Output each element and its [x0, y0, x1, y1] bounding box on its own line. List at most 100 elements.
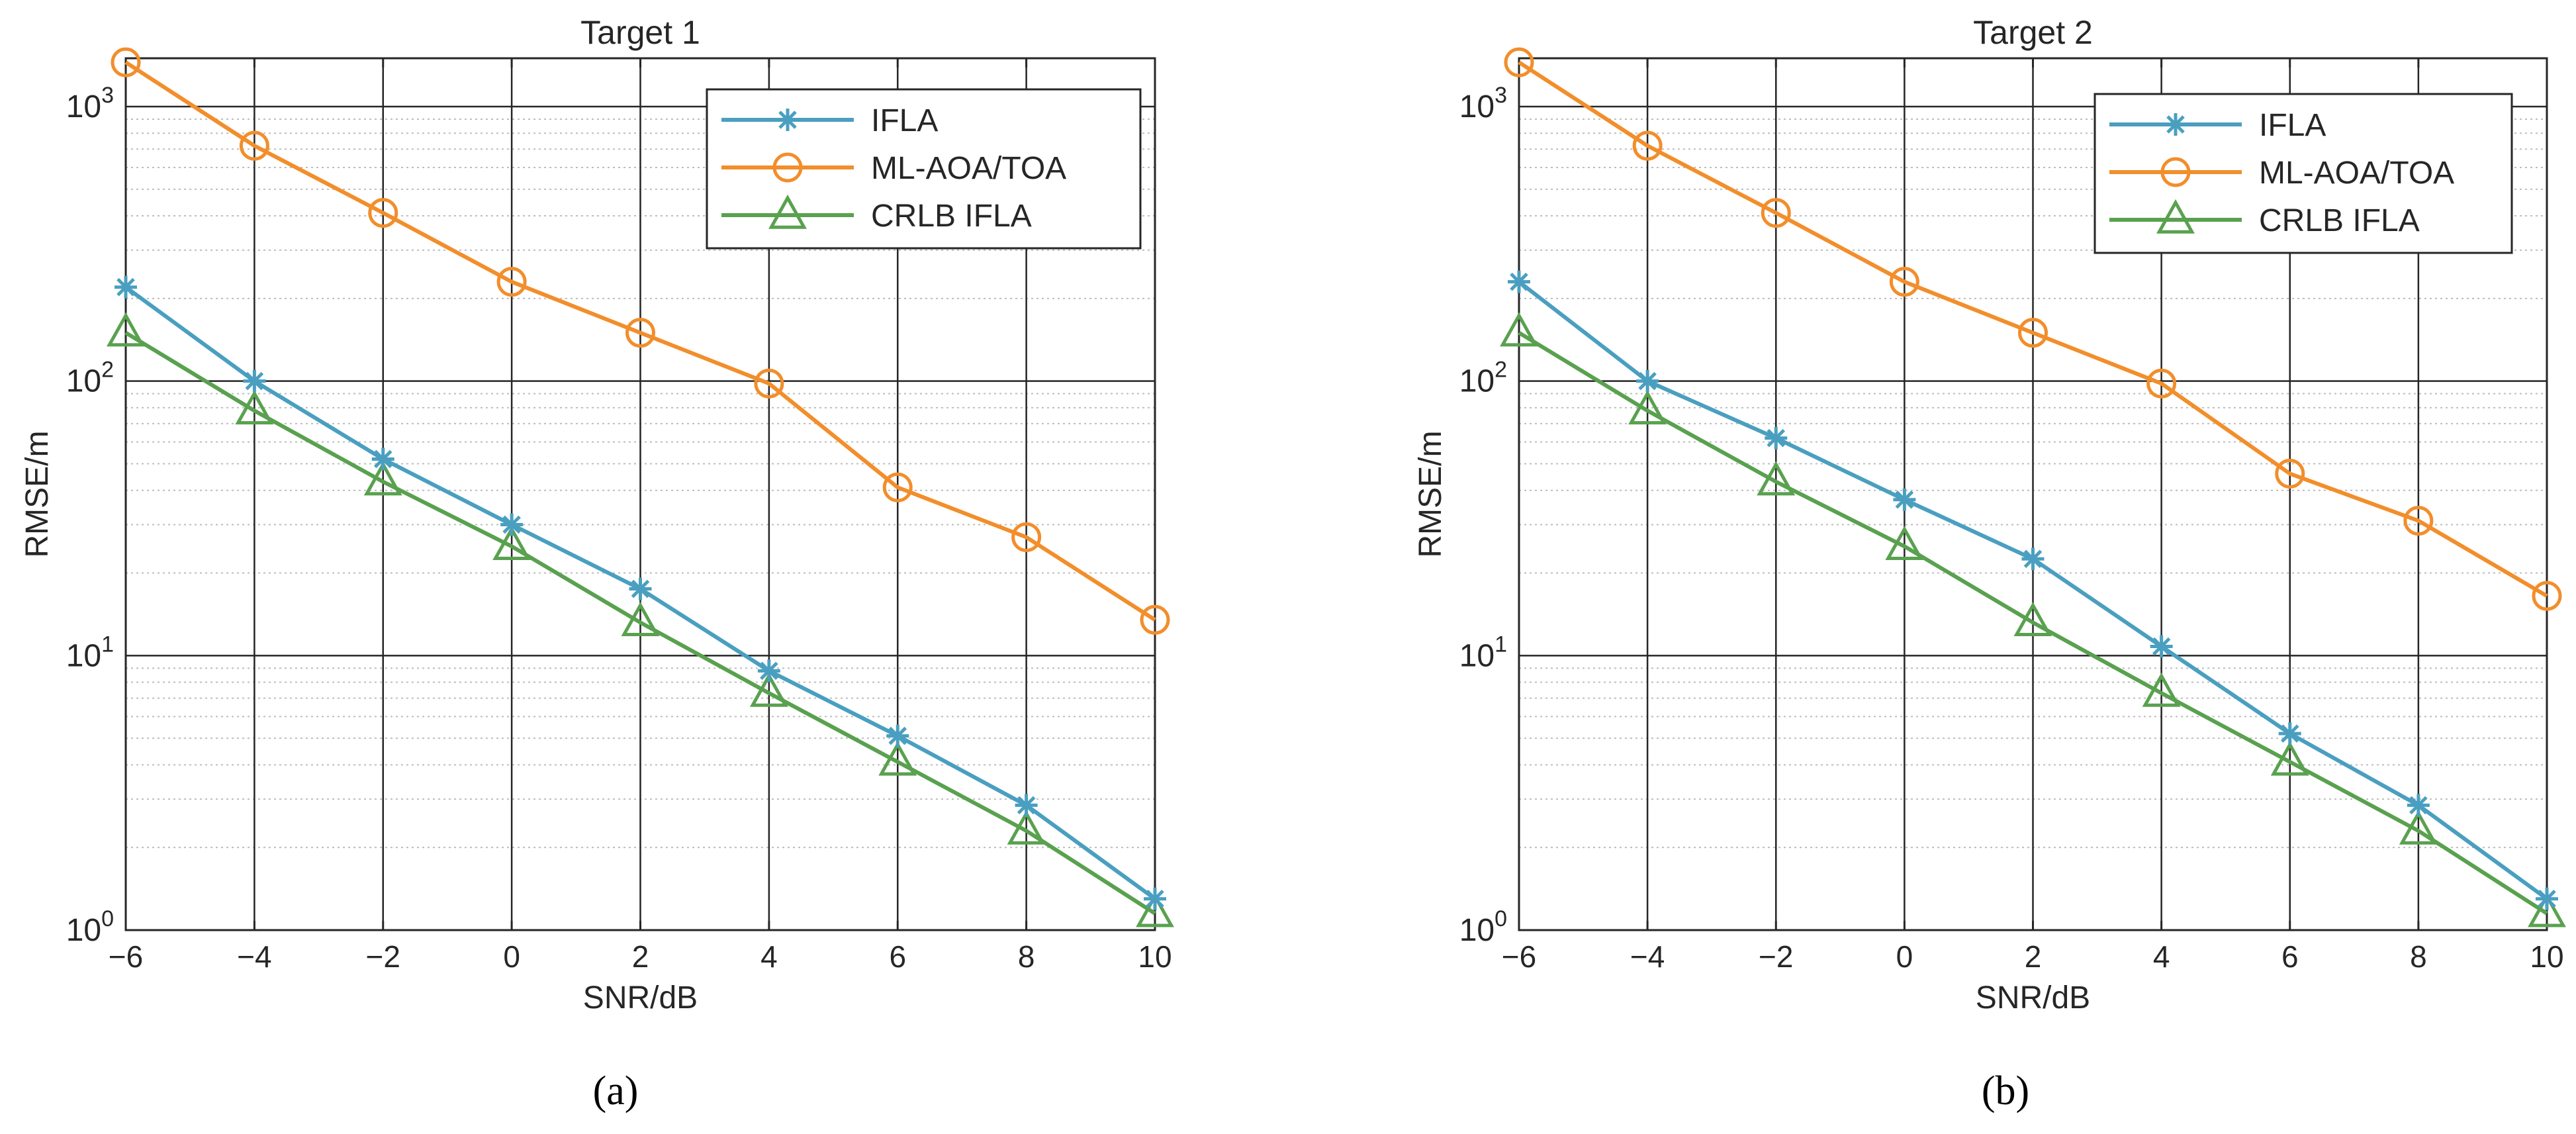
legend: IFLA ML-AOA/TOA CRLB IFLA [706, 88, 1142, 250]
y-tick-exponent: 3 [1495, 83, 1507, 108]
data-point-triangle [749, 672, 788, 707]
legend-entry: IFLA [721, 103, 938, 138]
data-point-circle [496, 267, 527, 297]
data-point-asterisk [2021, 547, 2045, 571]
data-point-asterisk [1015, 794, 1038, 817]
x-tick-label: −2 [1759, 939, 1793, 974]
x-tick-label: 0 [503, 939, 520, 974]
data-point-asterisk [1893, 488, 1916, 511]
data-point-circle [2018, 318, 2048, 348]
data-point-triangle [107, 312, 145, 347]
series-line [1518, 331, 2548, 916]
data-point-triangle [1757, 461, 1796, 496]
y-tick-exponent: 3 [101, 83, 114, 108]
x-tick-label: −4 [1630, 939, 1665, 974]
series-line [124, 60, 1156, 622]
asterisk-stroke [1017, 796, 1036, 815]
y-tick-label: 103 [1459, 83, 1507, 124]
asterisk-stroke [2166, 115, 2185, 134]
asterisk-stroke [1638, 371, 1657, 391]
data-point-asterisk [115, 275, 137, 299]
data-point-triangle [1885, 526, 1924, 561]
panel-caption: (b) [1982, 1068, 2029, 1113]
data-point-triangle [1007, 810, 1046, 845]
data-point-asterisk [500, 513, 524, 536]
data-point-circle [1889, 267, 1919, 297]
data-point-triangle [2270, 741, 2309, 776]
y-axis-label: RMSE/m [1413, 431, 1448, 558]
asterisk-stroke [888, 726, 907, 745]
asterisk-stroke [1146, 889, 1164, 908]
data-point-circle [1140, 604, 1170, 635]
data-point-asterisk [757, 659, 780, 683]
series-line [124, 331, 1156, 916]
data-point-triangle [235, 390, 274, 425]
legend-entry: ML-AOA/TOA [2109, 156, 2454, 191]
y-tick-exponent: 1 [101, 632, 114, 657]
legend-entry: IFLA [2109, 108, 2326, 143]
y-tick-exponent: 0 [1495, 906, 1507, 931]
y-tick-base: 10 [1459, 638, 1495, 673]
series-ml-aoa-toa [1504, 47, 2562, 611]
asterisk-stroke [2280, 724, 2299, 743]
legend-label: IFLA [871, 103, 938, 138]
data-point-triangle [1628, 390, 1667, 425]
data-point-circle [1504, 47, 1534, 77]
data-point-triangle [1500, 312, 1538, 347]
data-point-asterisk [2407, 794, 2430, 817]
y-tick-label: 102 [66, 357, 114, 399]
y-tick-exponent: 2 [101, 357, 114, 383]
asterisk-stroke [760, 661, 778, 681]
asterisk-stroke [1510, 272, 1528, 291]
x-tick-label: 8 [1018, 939, 1035, 974]
data-point-triangle [1136, 892, 1174, 927]
asterisk-stroke [631, 579, 650, 598]
y-tick-label: 101 [66, 632, 114, 673]
data-point-circle [1011, 522, 1042, 552]
x-tick-label: −4 [237, 939, 271, 974]
data-point-circle [772, 152, 803, 183]
data-point-circle [2160, 157, 2191, 187]
y-tick-exponent: 0 [101, 906, 114, 931]
x-tick-label: 8 [2410, 939, 2427, 974]
data-point-triangle [2528, 892, 2566, 927]
data-point-triangle [878, 741, 917, 776]
y-tick-base: 10 [66, 638, 101, 673]
data-point-circle [2146, 368, 2177, 399]
panel-caption: (a) [593, 1068, 639, 1113]
asterisk-stroke [1895, 490, 1914, 509]
y-tick-label: 103 [66, 83, 114, 124]
y-tick-label: 100 [66, 906, 114, 948]
y-tick-base: 10 [66, 913, 101, 948]
data-point-triangle [621, 602, 660, 637]
series-ifla [115, 275, 1166, 910]
x-tick-label: 10 [2530, 939, 2563, 974]
x-tick-label: 6 [889, 939, 906, 974]
data-point-circle [2532, 581, 2562, 611]
y-tick-exponent: 2 [1495, 357, 1507, 383]
x-tick-label: 2 [2025, 939, 2042, 974]
data-point-asterisk [2278, 722, 2301, 745]
y-axis-label: RMSE/m [20, 431, 55, 558]
data-point-asterisk [1508, 270, 1530, 293]
data-point-circle [625, 318, 655, 348]
chart-title: Target 2 [1973, 14, 2093, 51]
data-point-asterisk [2536, 887, 2558, 910]
series-crlb-ifla [107, 312, 1174, 927]
x-axis-label: SNR/dB [1976, 980, 2090, 1016]
y-tick-label: 100 [1459, 906, 1507, 948]
data-point-asterisk [1765, 426, 1788, 449]
data-point-asterisk [2164, 113, 2187, 136]
series-ifla [1508, 270, 2558, 910]
data-point-circle [1632, 130, 1663, 161]
data-point-circle [368, 198, 398, 228]
legend-label: IFLA [2259, 108, 2326, 143]
asterisk-stroke [116, 277, 135, 297]
legend-label: CRLB IFLA [2259, 203, 2420, 238]
data-point-circle [754, 368, 784, 399]
y-tick-base: 10 [1459, 913, 1495, 948]
grid [124, 58, 1156, 931]
data-point-triangle [2013, 602, 2052, 637]
data-point-circle [2403, 506, 2434, 536]
